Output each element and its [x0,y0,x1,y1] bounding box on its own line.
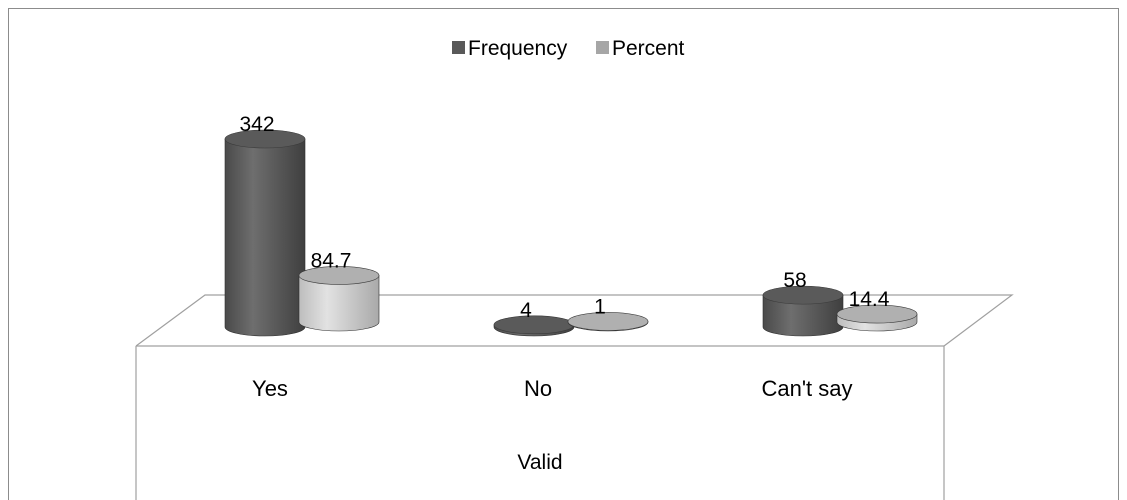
data-label-percent-no: 1 [594,295,606,318]
legend-swatch-percent [596,41,609,54]
category-label-yes: Yes [252,376,288,401]
chart-frame [8,8,1119,500]
bar-percent-yes [298,266,380,332]
category-label-no: No [524,376,552,401]
bar-frequency-can-t-say-body [762,294,844,337]
legend: Frequency Percent [452,37,685,60]
bar-frequency-yes-top [224,129,306,149]
axis-box [135,294,1014,500]
data-label-frequency-yes: 342 [239,113,274,136]
group-label: Valid [517,451,562,474]
bar-percent-no [567,312,649,332]
bar-percent-yes-body [298,275,380,332]
bar-frequency-can-t-say-top [762,285,844,305]
data-label-frequency-can-t-say: 58 [783,269,806,292]
bar-frequency-yes-body [224,138,306,337]
floor-back-edge [135,294,1014,347]
bar-frequency-yes [224,129,306,337]
legend-label-frequency: Frequency [468,37,568,60]
bar-percent-no-top [567,312,649,331]
bar-frequency-no [493,315,575,337]
data-label-percent-yes: 84.7 [311,249,352,272]
bar-percent-can-t-say [836,304,918,332]
data-label-frequency-no: 4 [520,299,532,322]
legend-label-percent: Percent [612,37,685,60]
legend-swatch-frequency [452,41,465,54]
category-label-cant-say: Can't say [761,376,852,401]
bar-percent-yes-top [298,266,380,285]
bar-frequency-no-top [493,315,575,335]
bars-layer: 342 84.7 4 1 58 14.4 [224,113,918,337]
bar-frequency-can-t-say [762,285,844,337]
data-label-percent-can-t-say: 14.4 [849,288,890,311]
bar-percent-can-t-say-top [836,304,918,324]
